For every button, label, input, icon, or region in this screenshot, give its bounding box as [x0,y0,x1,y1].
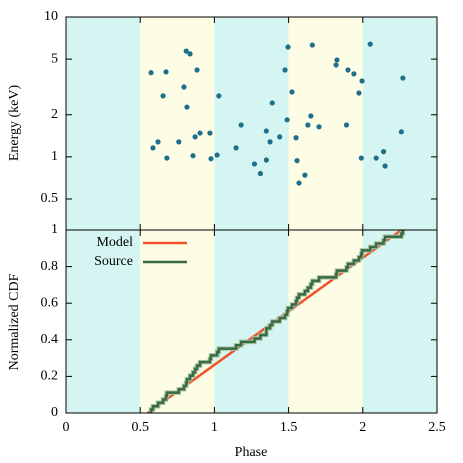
data-point [233,145,239,151]
data-point [207,130,213,136]
y-tick-label: 10 [44,9,58,24]
phase-band [362,17,437,230]
x-tick-label: 2.5 [428,420,446,435]
x-axis-label: Phase [235,445,268,460]
data-point [148,70,154,76]
x-tick-label: 1 [211,420,218,435]
data-point [269,100,275,106]
phase-band [66,17,141,230]
data-point [373,155,379,161]
y-tick-label: 1 [51,222,58,237]
data-point [294,158,300,164]
data-point [302,172,308,178]
data-point [208,156,214,162]
cdf-line [149,230,405,413]
data-point [356,90,362,96]
data-point [238,122,244,128]
phase-band [362,230,437,413]
data-point [150,145,156,151]
data-point [263,128,269,134]
data-point [316,124,322,130]
data-point [192,134,198,140]
data-point [183,48,189,54]
y-tick-label: 1 [51,149,58,164]
y-axis-label: Normalized CDF [7,273,22,370]
data-point [382,163,388,169]
phase-band [140,230,215,413]
data-point [257,170,264,177]
data-point [380,149,387,155]
data-point [358,155,364,161]
data-point [308,113,314,119]
data-point [194,67,200,73]
data-point [190,153,196,159]
data-point [216,93,222,99]
data-point [284,117,290,123]
x-tick-label: 2 [359,420,366,435]
y-tick-label: 0.2 [41,369,59,384]
data-point [345,67,351,73]
data-point [305,122,311,128]
legend-label: Source [94,254,133,269]
y-tick-label: 0.4 [41,332,59,347]
plot-frame [65,229,438,414]
data-point [296,180,302,186]
y-tick-label: 2 [51,107,58,122]
data-point [400,75,406,81]
data-point [184,104,190,110]
phase-band [214,17,289,230]
y-tick-label: 0.5 [41,191,59,206]
x-tick-label: 0 [63,420,70,435]
phase-band [288,230,363,413]
data-point [343,122,350,128]
y-tick-label: 0 [51,405,58,420]
x-tick-label: 1.5 [280,420,298,435]
y-tick-label: 0.6 [41,295,59,310]
x-tick-label: 0.5 [131,420,149,435]
data-point [351,71,357,77]
data-point [398,129,404,135]
data-point [214,152,220,158]
phase-band [140,17,215,230]
data-point [181,84,187,90]
data-point [164,155,170,161]
data-point [155,139,161,145]
data-point [293,135,299,141]
data-point [267,139,273,145]
y-tick-label: 0.8 [41,259,59,274]
data-point [176,139,182,145]
data-point [309,42,315,48]
data-point [163,69,169,75]
data-point [367,41,373,47]
data-point [289,89,295,95]
data-point [333,62,339,68]
data-point [359,78,365,84]
y-tick-label: 5 [51,51,58,66]
data-point [277,134,283,140]
legend-label: Model [96,235,133,250]
y-axis-label: Energy (keV) [7,85,22,162]
data-point [282,67,288,73]
data-point [334,57,340,63]
data-point [160,93,166,99]
data-point [251,161,258,167]
phase-band [288,17,363,230]
data-point [263,157,269,163]
data-point [197,130,203,136]
data-point [187,51,193,57]
data-point [285,44,291,50]
phase-band [66,230,141,413]
